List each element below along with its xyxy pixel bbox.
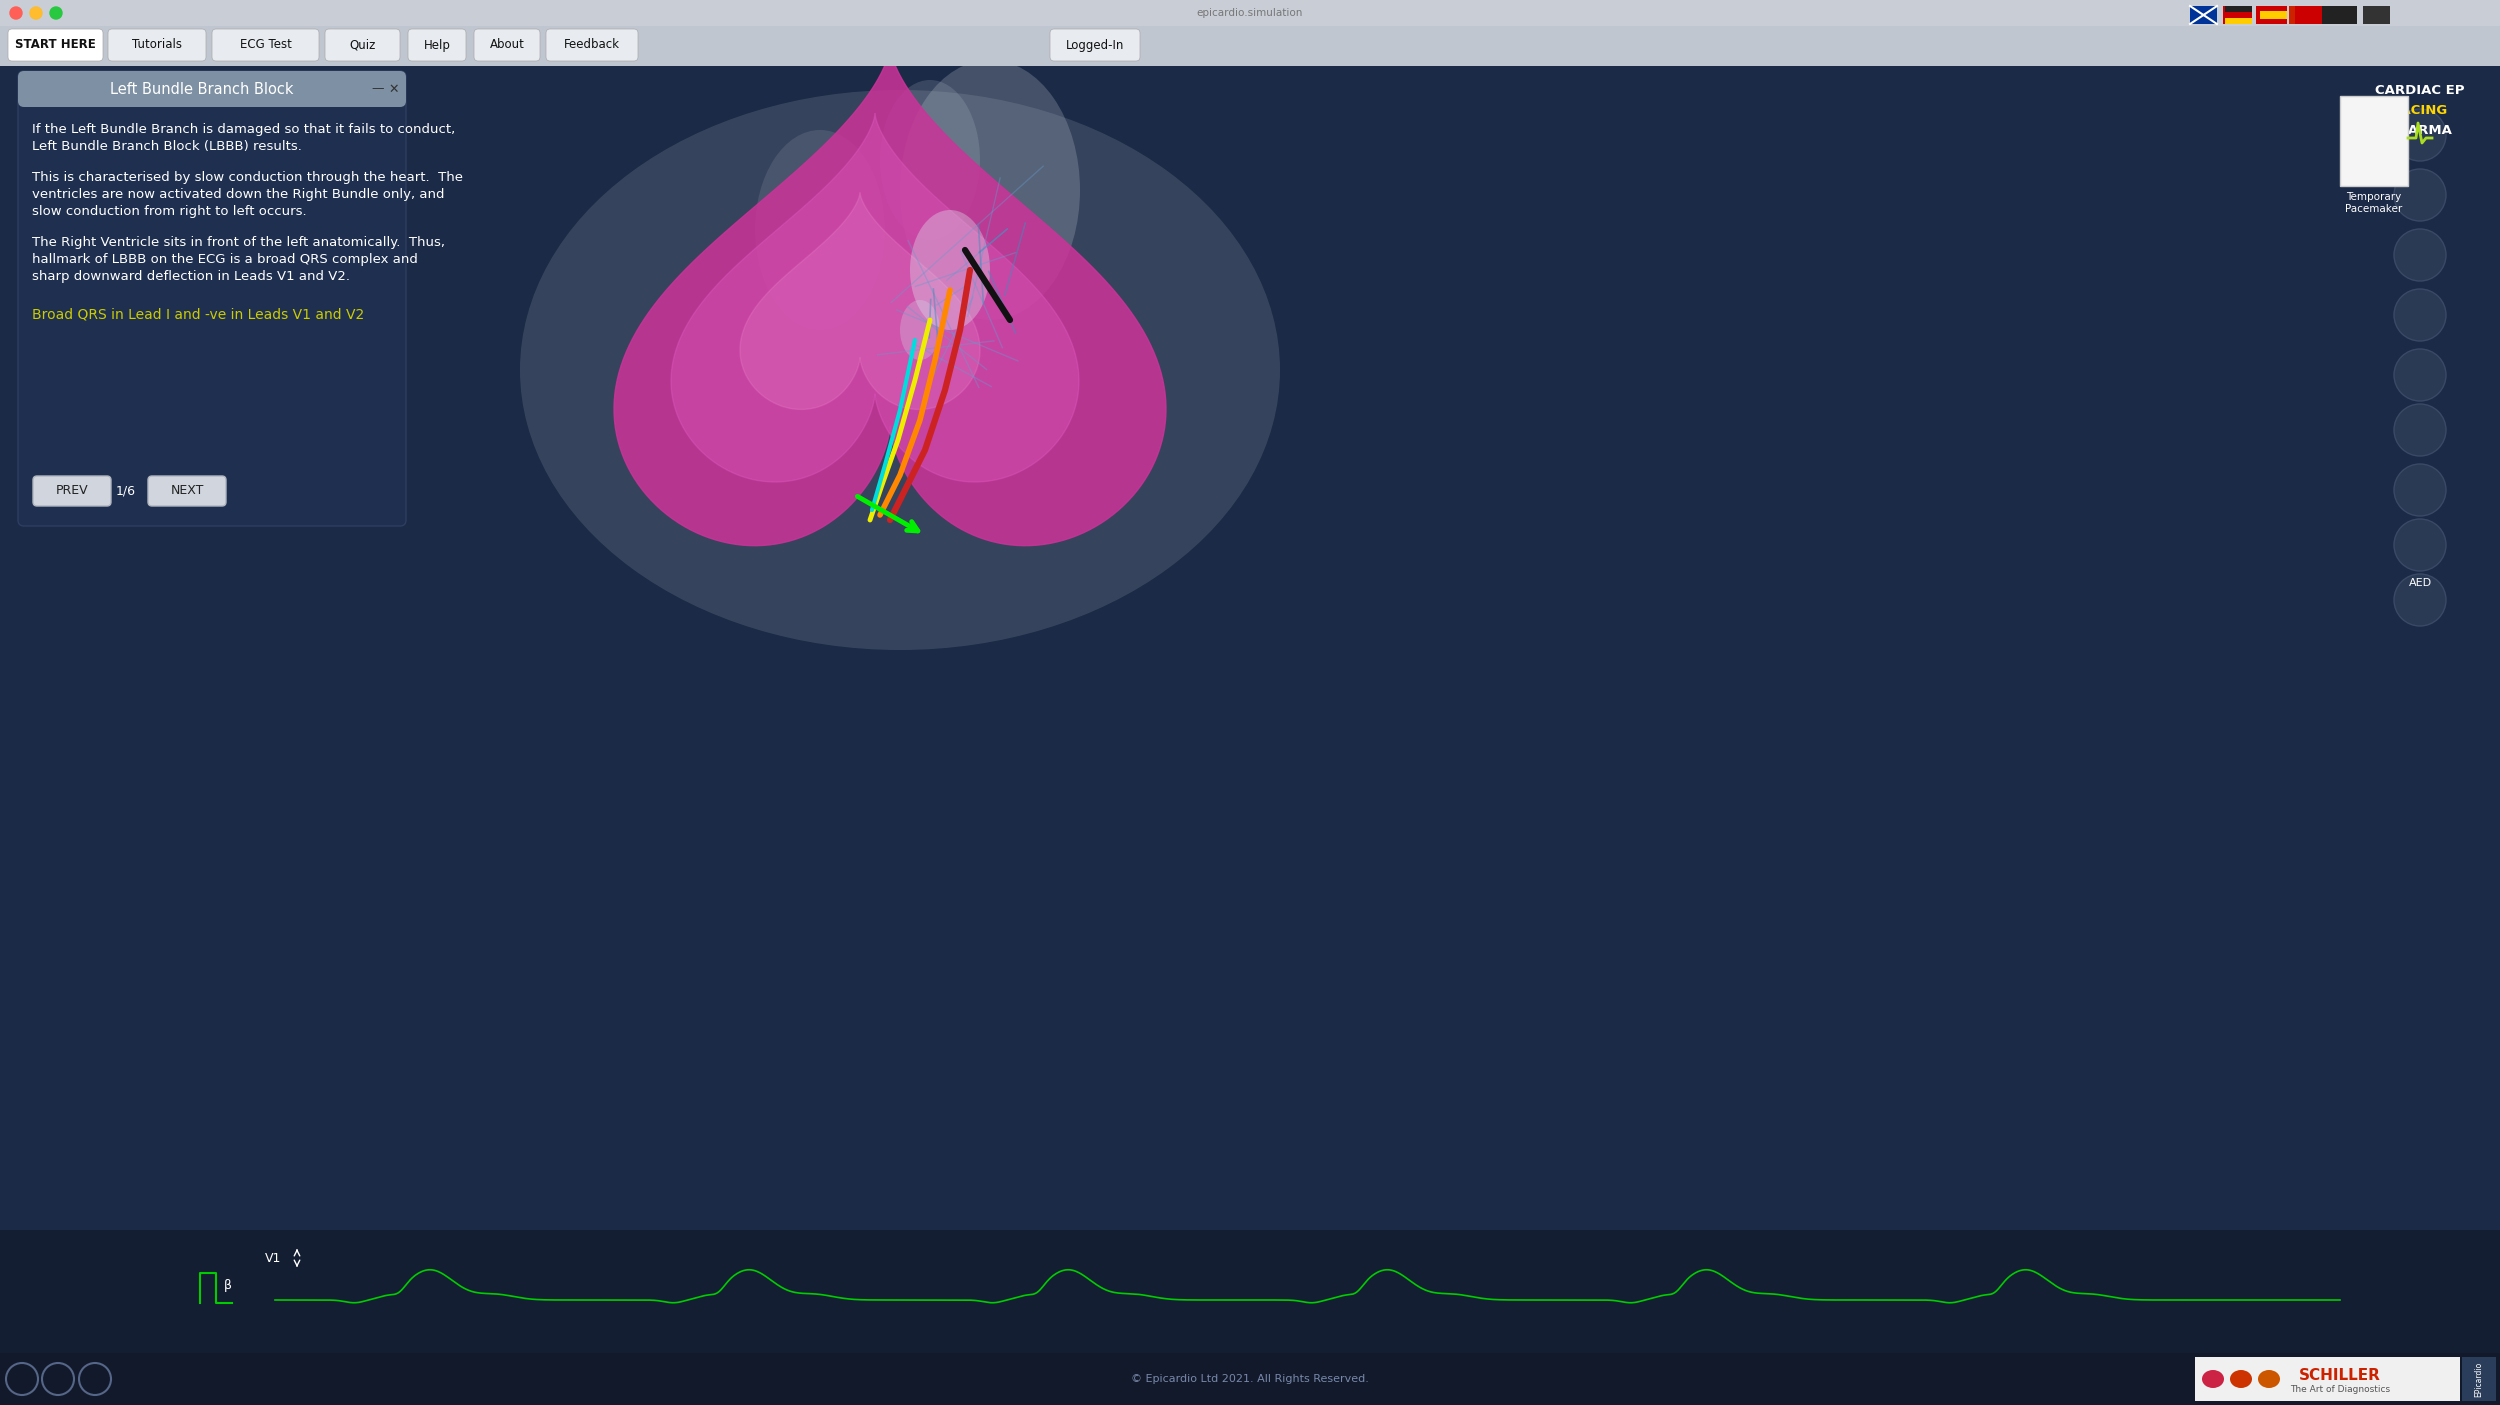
Bar — [2290, 6, 2315, 24]
Text: © Epicardio Ltd 2021. All Rights Reserved.: © Epicardio Ltd 2021. All Rights Reserve… — [1130, 1374, 1370, 1384]
Ellipse shape — [900, 60, 1080, 320]
Text: sharp downward deflection in Leads V1 and V2.: sharp downward deflection in Leads V1 an… — [32, 270, 350, 282]
Circle shape — [50, 7, 62, 20]
Bar — [2295, 6, 2322, 24]
Bar — [2255, 6, 2282, 24]
Bar — [2225, 18, 2252, 24]
Text: The Right Ventricle sits in front of the left anatomically.  Thus,: The Right Ventricle sits in front of the… — [32, 236, 445, 249]
Bar — [2225, 13, 2252, 18]
Text: V1: V1 — [265, 1252, 280, 1264]
Circle shape — [2395, 110, 2445, 162]
FancyBboxPatch shape — [18, 72, 405, 525]
Bar — [0, 27, 2500, 66]
Text: AED: AED — [2408, 577, 2432, 589]
Circle shape — [2395, 575, 2445, 627]
FancyBboxPatch shape — [8, 30, 102, 60]
Circle shape — [2395, 405, 2445, 457]
Text: START HERE: START HERE — [15, 38, 95, 52]
Text: Left Bundle Branch Block: Left Bundle Branch Block — [110, 81, 295, 97]
Text: PREV: PREV — [55, 485, 88, 497]
Ellipse shape — [2202, 1370, 2225, 1388]
Text: β: β — [225, 1279, 232, 1291]
FancyBboxPatch shape — [107, 30, 205, 60]
Polygon shape — [740, 192, 980, 409]
Text: ECG Test: ECG Test — [240, 38, 292, 52]
Bar — [2260, 20, 2288, 24]
Bar — [0, 1353, 2500, 1405]
Ellipse shape — [2230, 1370, 2252, 1388]
Circle shape — [30, 7, 42, 20]
Circle shape — [2395, 464, 2445, 516]
FancyBboxPatch shape — [18, 72, 405, 107]
Text: EPicardio: EPicardio — [2475, 1361, 2482, 1397]
Circle shape — [2395, 518, 2445, 570]
Text: Temporary
Pacemaker: Temporary Pacemaker — [2345, 192, 2402, 215]
Text: This is characterised by slow conduction through the heart.  The: This is characterised by slow conduction… — [32, 171, 462, 184]
Text: hallmark of LBBB on the ECG is a broad QRS complex and: hallmark of LBBB on the ECG is a broad Q… — [32, 253, 418, 266]
FancyBboxPatch shape — [1050, 30, 1140, 60]
Text: If the Left Bundle Branch is damaged so that it fails to conduct,: If the Left Bundle Branch is damaged so … — [32, 124, 455, 136]
Bar — [2340, 96, 2408, 185]
FancyBboxPatch shape — [32, 476, 110, 506]
Text: PACING: PACING — [2392, 104, 2448, 118]
FancyBboxPatch shape — [325, 30, 400, 60]
Ellipse shape — [880, 80, 980, 240]
Text: PHARMA: PHARMA — [2388, 125, 2452, 138]
Ellipse shape — [900, 301, 940, 360]
FancyBboxPatch shape — [475, 30, 540, 60]
FancyBboxPatch shape — [408, 30, 465, 60]
Text: SCHILLER: SCHILLER — [2300, 1367, 2380, 1383]
Text: Tutorials: Tutorials — [132, 38, 182, 52]
Bar — [0, 1229, 2500, 1370]
Text: Help: Help — [422, 38, 450, 52]
Text: ✕: ✕ — [390, 83, 400, 96]
Circle shape — [2395, 229, 2445, 281]
Text: Feedback: Feedback — [565, 38, 620, 52]
Text: CARDIAC EP: CARDIAC EP — [2375, 84, 2465, 97]
Circle shape — [2395, 169, 2445, 221]
Text: About: About — [490, 38, 525, 52]
Text: epicardio.simulation: epicardio.simulation — [1198, 8, 1302, 18]
Text: slow conduction from right to left occurs.: slow conduction from right to left occur… — [32, 205, 308, 218]
Ellipse shape — [755, 131, 885, 330]
Text: —: — — [372, 83, 385, 96]
Bar — [2222, 6, 2250, 24]
Bar — [2190, 6, 2218, 24]
Text: Quiz: Quiz — [350, 38, 375, 52]
Bar — [2362, 6, 2390, 24]
Circle shape — [2395, 348, 2445, 400]
Circle shape — [2395, 289, 2445, 341]
FancyBboxPatch shape — [545, 30, 638, 60]
Text: Left Bundle Branch Block (LBBB) results.: Left Bundle Branch Block (LBBB) results. — [32, 140, 302, 153]
Text: Logged-In: Logged-In — [1065, 38, 1125, 52]
Bar — [2195, 1357, 2460, 1401]
Bar — [2330, 6, 2357, 24]
Ellipse shape — [2258, 1370, 2280, 1388]
Bar — [2322, 6, 2350, 24]
Bar — [0, 0, 2500, 27]
Text: Broad QRS in Lead I and -ve in Leads V1 and V2: Broad QRS in Lead I and -ve in Leads V1 … — [32, 308, 365, 320]
Bar — [2225, 6, 2252, 13]
Polygon shape — [615, 46, 1165, 545]
FancyBboxPatch shape — [213, 30, 320, 60]
Bar — [2260, 6, 2288, 11]
Text: ventricles are now activated down the Right Bundle only, and: ventricles are now activated down the Ri… — [32, 188, 445, 201]
Bar — [2190, 6, 2218, 24]
Text: NEXT: NEXT — [170, 485, 202, 497]
Ellipse shape — [520, 90, 1280, 651]
FancyBboxPatch shape — [148, 476, 225, 506]
Text: 1/6: 1/6 — [115, 485, 135, 497]
Bar — [2260, 11, 2288, 20]
Polygon shape — [670, 114, 1080, 482]
Text: The Art of Diagnostics: The Art of Diagnostics — [2290, 1384, 2390, 1394]
Circle shape — [10, 7, 22, 20]
Ellipse shape — [910, 209, 990, 330]
Bar — [2462, 1357, 2495, 1401]
